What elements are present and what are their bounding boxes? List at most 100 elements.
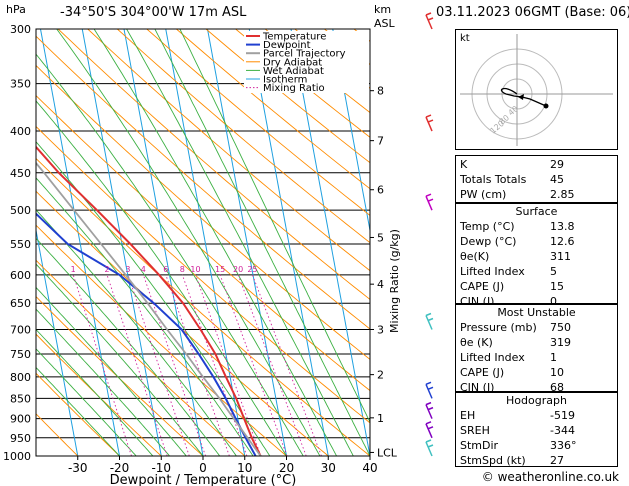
- x-tick-label: 0: [199, 461, 207, 475]
- table-row: Dewp (°C) 12.6: [460, 234, 613, 249]
- row-label: SREH: [460, 424, 490, 437]
- km-tick-label: 5: [377, 231, 384, 244]
- row-label: StmSpd (kt): [460, 454, 526, 467]
- mixing-ratio-line: [237, 274, 307, 456]
- dewpoint-line: [36, 212, 257, 456]
- wind-barb: [425, 404, 433, 419]
- pressure-tick-label: 350: [10, 78, 31, 91]
- isotherm-line: [332, 29, 370, 234]
- wind-barb-flag: [427, 444, 434, 448]
- indices-panel: K 29 Totals Totals 45 PW (cm) 2.85: [455, 155, 618, 203]
- km-unit-label: km: [374, 3, 392, 16]
- dry-adiabat-line: [57, 29, 370, 301]
- dry-adiabat-line: [36, 157, 370, 456]
- dry-adiabat-line: [36, 295, 204, 456]
- row-label: Totals Totals: [460, 173, 527, 186]
- dry-adiabat-line: [36, 224, 287, 456]
- wind-barb: [425, 116, 433, 132]
- temperature-line: [36, 145, 262, 456]
- wind-barb-flag: [427, 386, 434, 391]
- km-tick-label: 8: [377, 85, 384, 98]
- dry-adiabat-line: [36, 95, 370, 392]
- profiles: [36, 145, 262, 456]
- wind-barb-flag: [425, 12, 432, 16]
- row-value: 68: [550, 381, 564, 394]
- legend-entry: Temperature: [262, 32, 326, 43]
- dry-adiabat-line: [36, 259, 246, 456]
- km-tick-label: 6: [377, 184, 384, 197]
- row-label: K: [460, 158, 468, 171]
- pressure-tick-label: 300: [10, 23, 31, 36]
- wet-adiabat-line: [56, 29, 321, 456]
- mixing-ratio-label: 25: [247, 265, 257, 274]
- wet-adiabat-line: [36, 263, 204, 456]
- dry-adiabat-line: [87, 29, 370, 272]
- row-label: StmDir: [460, 439, 499, 452]
- table-row: Pressure (mb) 750: [460, 320, 613, 335]
- row-label: θe (K): [460, 336, 493, 349]
- legend-entry: Mixing Ratio: [263, 83, 325, 94]
- mixing-ratio-label: 3: [125, 265, 130, 274]
- location-title: -34°50'S 304°00'W 17m ASL: [60, 5, 247, 20]
- row-value: 45: [550, 173, 564, 186]
- pressure-tick-label: 500: [10, 204, 31, 217]
- isotherm-line: [207, 29, 287, 456]
- table-row: SREH -344: [460, 423, 613, 438]
- background-lines: [36, 29, 370, 456]
- wind-barb: [425, 384, 433, 399]
- legend-entry: Dewpoint: [263, 40, 311, 51]
- row-value: -519: [550, 409, 575, 422]
- wet-adiabat-line: [36, 348, 137, 456]
- wet-adiabat-line: [93, 29, 337, 456]
- dry-adiabat-line: [36, 35, 370, 330]
- legend-entry: Parcel Trajectory: [263, 49, 346, 60]
- hodograph-panel: kt 40 80 120: [455, 29, 618, 150]
- row-label: Pressure (mb): [460, 321, 537, 334]
- asl-unit-label: ASL: [374, 17, 395, 30]
- row-value: 750: [550, 321, 571, 334]
- row-label: CAPE (J): [460, 366, 505, 379]
- hodograph-table-title: Hodograph: [506, 394, 567, 407]
- wind-barb: [425, 14, 433, 30]
- isotherm-line: [123, 29, 204, 456]
- wind-barb-flag: [425, 114, 432, 118]
- dry-adiabat-line: [36, 64, 370, 360]
- pressure-tick-label: 950: [10, 432, 31, 445]
- dry-adiabat-line: [176, 29, 370, 190]
- row-value: 10: [550, 366, 564, 379]
- x-tick-label: 10: [237, 461, 252, 475]
- dry-adiabat-line: [146, 29, 370, 216]
- pressure-tick-label: 450: [10, 167, 31, 180]
- row-label: Dewp (°C): [460, 235, 517, 248]
- axes: 1 2 3 4 6 8 10 15 20 2530035040045050055060065070…: [3, 23, 398, 475]
- row-value: 15: [550, 280, 564, 293]
- wet-adiabat-line: [36, 177, 254, 456]
- isotherm-line: [81, 29, 162, 456]
- mixing-ratio-label: 8: [180, 265, 185, 274]
- hodograph-table-panel: Hodograph EH -519 SREH -344 StmDir 336° StmSpd…: [455, 392, 618, 467]
- pressure-tick-label: 800: [10, 371, 31, 384]
- row-value: 311: [550, 250, 571, 263]
- row-label: Lifted Index: [460, 265, 525, 278]
- legend-entry: Isotherm: [263, 75, 307, 86]
- table-row: Lifted Index 1: [460, 350, 613, 365]
- table-row: K 29: [460, 157, 613, 172]
- km-tick-label: 2: [377, 369, 384, 382]
- wet-adiabat-line: [36, 286, 187, 456]
- row-value: 2.85: [550, 188, 575, 201]
- wind-barb: [425, 423, 433, 439]
- mixing-ratio-line: [252, 274, 322, 456]
- most-unstable-panel: Most Unstable Pressure (mb) 750 θe (K) 319 L…: [455, 304, 618, 394]
- wind-barb: [425, 195, 433, 211]
- wet-adiabat-line: [179, 29, 370, 424]
- wet-adiabat-line: [36, 100, 287, 456]
- hodograph-trace: [501, 87, 547, 107]
- pressure-tick-label: 900: [10, 413, 31, 426]
- wind-barb-flag: [427, 426, 434, 430]
- wind-barb: [425, 315, 433, 330]
- row-value: 336°: [550, 439, 577, 452]
- isotherm-line: [248, 29, 329, 456]
- row-label: CIN (J): [460, 381, 495, 394]
